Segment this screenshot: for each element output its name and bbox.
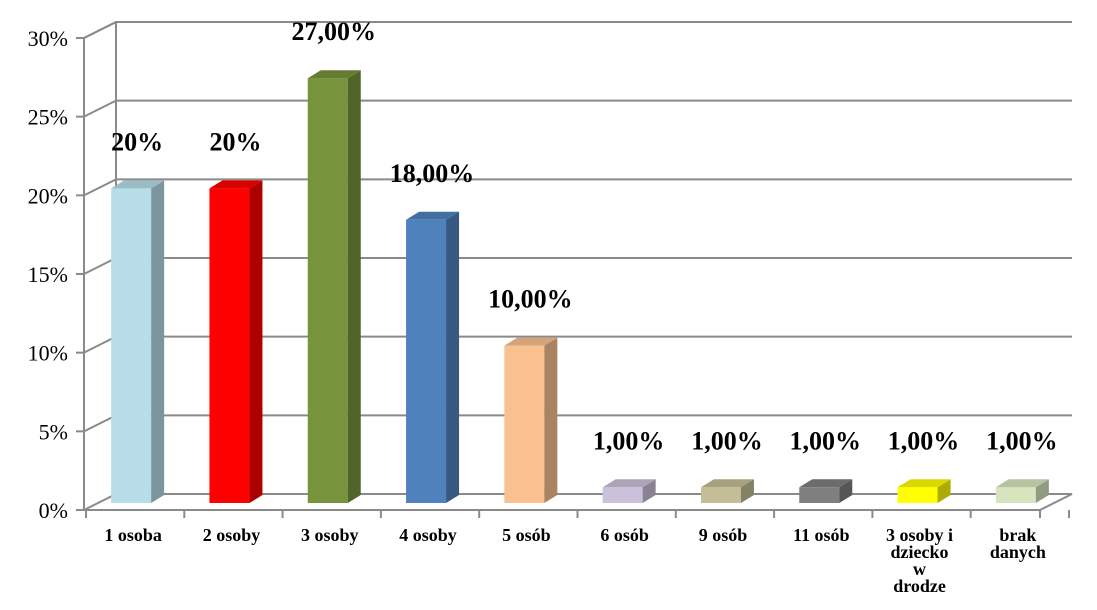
gridline [83, 99, 1072, 118]
y-axis-ticks: 0% 5% 10% 15% 20% 25% 30% [28, 26, 68, 523]
data-label: 1,00% [986, 426, 1058, 455]
x-category-label: 6 osób [600, 525, 649, 545]
bar-9 [897, 479, 951, 503]
y-tick-label: 20% [28, 183, 68, 208]
x-category-line: 11 osób [793, 525, 850, 545]
bar-top [700, 479, 754, 488]
data-label: 1,00% [888, 426, 960, 455]
bar-1 [111, 180, 165, 504]
x-category-label: 4 osoby [399, 525, 457, 545]
bar-2 [209, 180, 263, 504]
x-category-label: 3 osoby [301, 525, 359, 545]
bar-front [602, 487, 643, 503]
y-tick-label: 0% [39, 498, 68, 523]
bar-side [446, 211, 460, 504]
data-label: 27,00% [292, 17, 377, 46]
x-category-label: 5 osób [502, 525, 551, 545]
data-label: 20% [209, 127, 261, 156]
bar-4 [406, 211, 460, 504]
x-category-line: drodze [893, 576, 946, 596]
x-category-label: brak danych [990, 525, 1046, 562]
x-category-line: w [913, 559, 926, 579]
x-category-line: brak [999, 525, 1036, 545]
gridline [83, 21, 1072, 39]
y-tick-label: 25% [28, 105, 68, 130]
x-axis-categories: 1 osoba 2 osoby 3 osoby 4 osoby 5 osób 6 osób… [104, 525, 1045, 596]
x-category-line: 1 osoba [104, 525, 162, 545]
bar-side [1035, 479, 1049, 503]
x-category-line: 6 osób [600, 525, 649, 545]
bars [111, 70, 1049, 504]
x-category-line: danych [990, 542, 1046, 562]
bar-5 [504, 337, 558, 503]
x-category-line: 3 osoby [301, 525, 359, 545]
bar-side [937, 479, 951, 503]
bar-top [111, 180, 165, 189]
bar-front [406, 219, 447, 504]
data-label: 1,00% [790, 426, 862, 455]
x-category-line: 2 osoby [203, 525, 261, 545]
data-label: 10,00% [488, 285, 573, 314]
bar-front [700, 487, 741, 503]
bar-top [995, 479, 1049, 488]
bar-top [307, 70, 361, 79]
bar-top [799, 479, 853, 488]
x-category-label: 9 osób [699, 525, 748, 545]
x-category-label: 3 osoby i dziecko w drodze [886, 525, 953, 596]
bar-10 [995, 479, 1049, 503]
bar-side [642, 479, 656, 503]
data-label: 1,00% [593, 426, 665, 455]
x-category-line: 9 osób [699, 525, 748, 545]
bar-side [249, 180, 263, 504]
bar-front [111, 188, 152, 504]
bar-side [151, 180, 165, 504]
x-category-line: 4 osoby [399, 525, 457, 545]
y-tick-label: 5% [39, 419, 68, 444]
bar-top [209, 180, 263, 189]
x-category-line: 5 osób [502, 525, 551, 545]
y-tick-label: 10% [28, 341, 68, 366]
data-labels: 20% 20% 27,00% 18,00% 10,00% 1,00% 1,00% 1,00% 1… [111, 17, 1057, 455]
bar-3 [307, 70, 361, 503]
bar-side [740, 479, 754, 503]
axes [76, 21, 1073, 518]
bar-side [544, 337, 558, 503]
bar-front [307, 78, 348, 503]
x-category-line: 3 osoby i [886, 525, 953, 545]
bar-top [897, 479, 951, 488]
x-category-label: 1 osoba [104, 525, 162, 545]
bar-top [504, 337, 558, 346]
bar-front [995, 487, 1036, 503]
y-tick-label: 30% [28, 26, 68, 51]
bar-top [406, 211, 460, 220]
bar-side [839, 479, 853, 503]
y-tick-label: 15% [28, 262, 68, 287]
data-label: 1,00% [691, 426, 763, 455]
bar-front [897, 487, 938, 503]
bar-front [799, 487, 840, 503]
floor [83, 493, 1073, 511]
x-category-line: dziecko [891, 542, 949, 562]
data-label: 20% [111, 127, 163, 156]
bar-front [504, 345, 545, 503]
bar-side [347, 70, 361, 503]
bar-7 [700, 479, 754, 503]
data-label: 18,00% [390, 159, 475, 188]
x-category-label: 2 osoby [203, 525, 261, 545]
x-category-label: 11 osób [793, 525, 850, 545]
bar-8 [799, 479, 853, 503]
bar-front [209, 188, 250, 504]
bar-6 [602, 479, 656, 503]
bar-top [602, 479, 656, 488]
wall-top-edge [83, 21, 117, 39]
